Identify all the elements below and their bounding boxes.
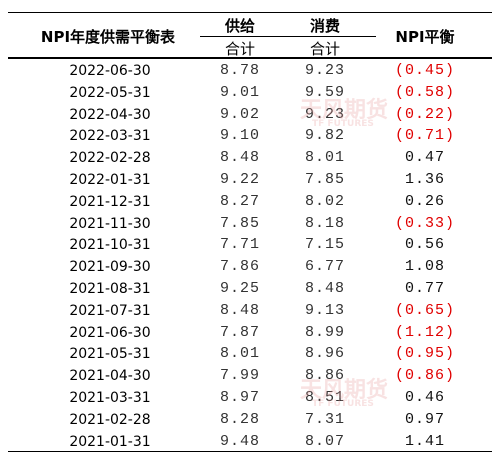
date: 2022-04-30 <box>69 106 151 123</box>
supply: 7.86 <box>219 258 260 276</box>
demand-sub: 合计 <box>309 40 340 58</box>
supply: 9.22 <box>219 171 260 188</box>
top-rule <box>8 12 492 13</box>
date: 2022-01-31 <box>69 172 151 188</box>
demand: 9.82 <box>304 127 345 145</box>
balance: 1.41 <box>404 432 445 450</box>
supply: 7.71 <box>219 236 260 254</box>
supply: 7.85 <box>219 214 260 232</box>
supply: 8.48 <box>219 149 260 167</box>
balance: (0.95) <box>394 345 455 363</box>
supply: 8.78 <box>219 62 260 79</box>
watermark-sub: TF FUTURES <box>312 119 374 129</box>
title: NPI年度供需平衡表 <box>40 28 176 46</box>
demand: 9.13 <box>304 301 345 319</box>
supply: 7.87 <box>219 323 260 341</box>
balance: (0.22) <box>394 105 455 123</box>
date: 2022-05-31 <box>69 84 151 101</box>
demand: 8.01 <box>304 149 345 167</box>
date: 2021-10-31 <box>69 237 151 254</box>
balance-head: NPI平衡 <box>395 28 455 46</box>
supply: 8.48 <box>219 301 260 319</box>
balance: 0.46 <box>404 389 445 406</box>
supply: 8.01 <box>219 345 260 363</box>
balance: (0.71) <box>394 127 455 145</box>
date: 2021-06-30 <box>69 324 151 341</box>
date: 2021-02-28 <box>69 411 151 428</box>
date: 2021-05-31 <box>69 346 151 363</box>
supply: 8.28 <box>219 410 260 428</box>
supply: 9.25 <box>219 280 260 297</box>
date: 2021-04-30 <box>69 368 151 385</box>
watermark: 天风期货 <box>300 378 389 403</box>
demand: 9.23 <box>304 105 345 123</box>
balance: 0.77 <box>404 280 445 297</box>
demand: 8.96 <box>304 345 345 363</box>
balance: (0.58) <box>394 83 455 101</box>
bottom-rule <box>8 451 492 452</box>
balance: 1.08 <box>404 258 445 276</box>
date: 2022-03-31 <box>69 128 151 145</box>
demand: 9.59 <box>304 83 345 101</box>
header-rule <box>8 57 492 59</box>
date: 2022-06-30 <box>69 63 151 79</box>
demand: 8.86 <box>304 367 345 385</box>
date: 2021-11-30 <box>69 215 151 232</box>
demand: 7.31 <box>304 410 345 428</box>
supply-sub: 合计 <box>224 40 255 58</box>
demand: 8.51 <box>304 389 345 406</box>
demand: 8.48 <box>304 280 345 297</box>
watermark-sub: TF FUTURES <box>312 399 374 409</box>
balance: (0.33) <box>394 214 455 232</box>
supply: 9.48 <box>219 432 260 450</box>
balance: 0.26 <box>404 192 445 210</box>
demand: 8.07 <box>304 432 345 450</box>
supply: 7.99 <box>219 367 260 385</box>
date: 2022-02-28 <box>69 150 151 167</box>
supply: 8.27 <box>219 192 260 210</box>
date: 2021-03-31 <box>69 390 151 406</box>
demand: 6.77 <box>304 258 345 276</box>
supply: 9.02 <box>219 105 260 123</box>
demand: 8.02 <box>304 192 345 210</box>
balance: 0.97 <box>404 410 445 428</box>
supply: 9.10 <box>219 127 260 145</box>
demand: 8.18 <box>304 214 345 232</box>
demand: 9.23 <box>304 62 345 79</box>
watermark: 天风期货 <box>300 98 389 123</box>
demand-head: 消费 <box>309 17 340 35</box>
date: 2021-01-31 <box>69 433 151 450</box>
demand: 7.15 <box>304 236 345 254</box>
balance: (0.86) <box>394 367 455 385</box>
sub-rule <box>200 36 376 37</box>
balance: 0.56 <box>404 236 445 254</box>
date: 2021-12-31 <box>69 193 151 210</box>
demand: 8.99 <box>304 323 345 341</box>
date: 2021-07-31 <box>69 302 151 319</box>
balance: 0.47 <box>404 149 445 167</box>
balance: 1.36 <box>404 171 445 188</box>
balance: (0.45) <box>394 62 455 79</box>
date: 2021-09-30 <box>69 259 151 276</box>
supply: 9.01 <box>219 83 260 101</box>
date: 2021-08-31 <box>69 281 151 297</box>
demand: 7.85 <box>304 171 345 188</box>
supply-head: 供给 <box>224 17 255 35</box>
balance: (1.12) <box>394 323 455 341</box>
balance: (0.65) <box>394 301 455 319</box>
supply: 8.97 <box>219 389 260 406</box>
